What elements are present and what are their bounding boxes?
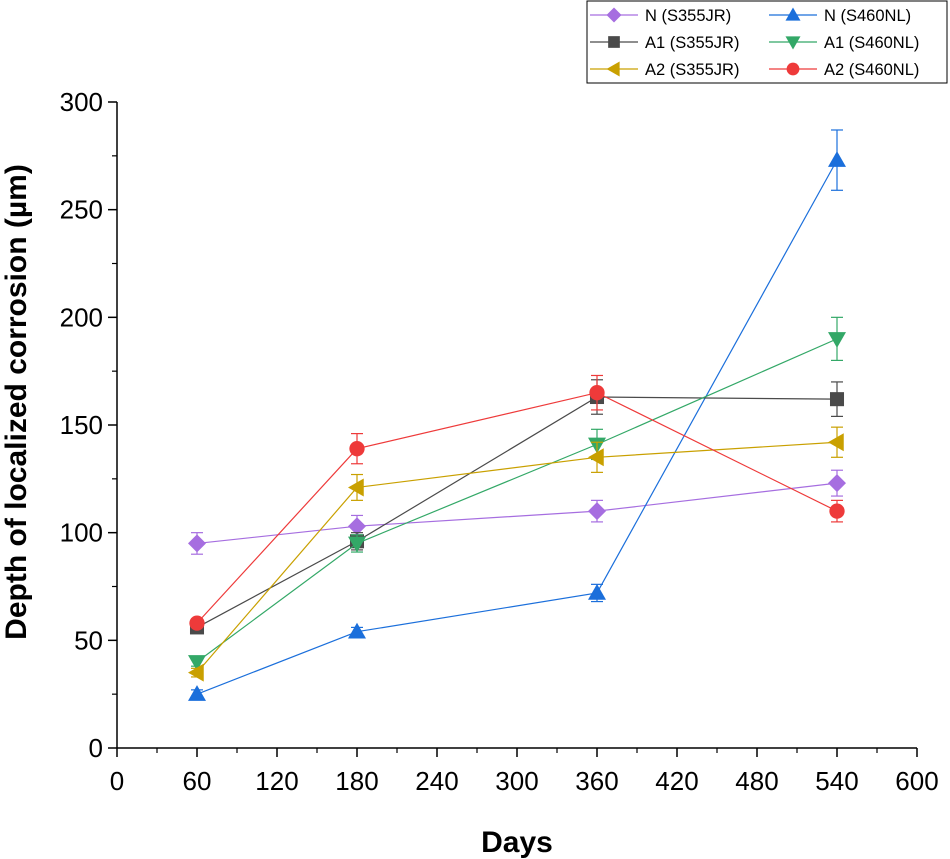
series-group: [189, 379, 845, 635]
series-layer: [188, 129, 846, 701]
data-point: [828, 474, 846, 493]
x-tick-label: 540: [815, 766, 858, 796]
series-group: [188, 469, 846, 555]
legend-label: A1 (S460NL): [824, 34, 919, 52]
y-tick-label: 0: [89, 733, 103, 763]
data-point: [188, 655, 206, 671]
plot-area: 0 60 120 180 240 300 360 420 480 540 600 0 50 100 150…: [60, 87, 939, 796]
legend-marker: [606, 7, 622, 23]
series-group: [189, 374, 845, 631]
legend-item: A2 (S355JR): [590, 61, 739, 79]
series-line: [196, 482, 838, 545]
data-point: [828, 151, 846, 167]
series-line: [196, 441, 838, 674]
legend-label: N (S460NL): [824, 7, 911, 25]
data-point: [829, 503, 845, 519]
y-tick-label: 250: [60, 195, 103, 225]
data-point: [348, 517, 366, 536]
data-point: [829, 392, 845, 407]
data-point: [188, 663, 204, 682]
series-line: [196, 396, 838, 628]
data-point: [588, 448, 604, 467]
legend-label: A2 (S355JR): [645, 61, 739, 79]
series-line: [196, 392, 838, 624]
legend-item: N (S460NL): [769, 7, 911, 25]
legend-label: A1 (S355JR): [645, 34, 739, 52]
x-tick-label: 120: [255, 766, 298, 796]
legend-marker: [606, 61, 620, 77]
x-tick-label: 240: [415, 766, 458, 796]
x-tick-label: 300: [495, 766, 538, 796]
x-tick-label: 360: [575, 766, 618, 796]
legend-item: A2 (S460NL): [769, 61, 919, 79]
x-tick-label: 60: [183, 766, 212, 796]
x-tick-label: 0: [110, 766, 124, 796]
data-point: [828, 332, 846, 348]
data-point: [348, 622, 366, 639]
y-tick-label: 100: [60, 518, 103, 548]
data-point: [348, 536, 366, 553]
data-point: [189, 615, 205, 631]
data-point: [588, 502, 606, 521]
data-point: [349, 441, 365, 457]
y-tick-label: 150: [60, 410, 103, 440]
legend-marker: [608, 36, 620, 48]
data-point: [828, 433, 844, 452]
x-ticks: 0 60 120 180 240 300 360 420 480 540 600: [110, 748, 939, 796]
legend-marker: [786, 62, 800, 76]
y-tick-label: 300: [60, 87, 103, 117]
legend-label: A2 (S460NL): [824, 61, 919, 79]
y-tick-label: 50: [74, 625, 103, 655]
series-group: [188, 426, 844, 682]
x-tick-label: 480: [735, 766, 778, 796]
data-point: [588, 583, 606, 600]
legend-marker: [785, 7, 801, 21]
series-group: [188, 129, 846, 701]
legend: N (S355JR) N (S460NL) A1 (S355JR) A1 (S460N…: [586, 0, 948, 84]
data-point: [589, 385, 605, 401]
legend-item: N (S355JR): [590, 7, 731, 25]
series-line: [196, 338, 838, 663]
x-tick-label: 600: [895, 766, 938, 796]
y-tick-label: 200: [60, 302, 103, 332]
data-point: [188, 534, 206, 553]
data-point: [348, 478, 364, 497]
legend-item: A1 (S355JR): [590, 34, 739, 52]
x-tick-label: 180: [335, 766, 378, 796]
y-ticks: 0 50 100 150 200 250 300: [60, 87, 117, 763]
legend-box: [586, 0, 948, 84]
legend-label: N (S355JR): [645, 7, 731, 25]
legend-item: A1 (S460NL): [769, 34, 919, 52]
series-line: [196, 159, 838, 695]
x-axis-title: Days: [481, 826, 553, 859]
data-point: [188, 685, 206, 701]
x-tick-label: 420: [655, 766, 698, 796]
legend-marker: [785, 36, 801, 50]
y-axis-title: Depth of localized corrosion (µm): [0, 164, 33, 640]
